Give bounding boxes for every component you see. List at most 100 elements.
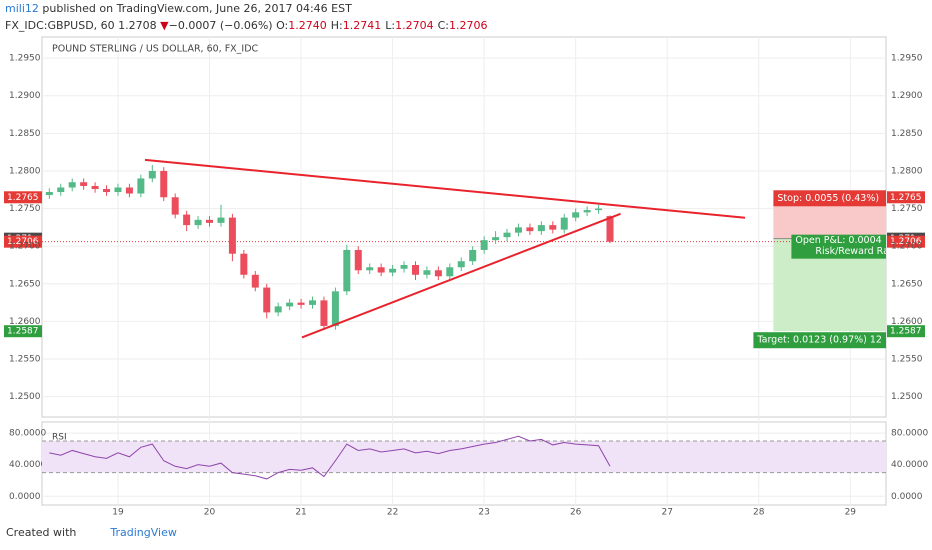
x-tick-label: 26 [570,508,582,518]
candle-body [148,170,156,179]
y-tick-label: 1.2950 [9,54,41,64]
ohlc-value: 1.2740 [288,19,327,32]
y-tick-label: 1.2900 [9,91,41,101]
candle-body [297,302,305,305]
y-tick-label: 1.2600 [891,317,923,327]
y-tick-label: 1.2750 [9,204,41,214]
candle-body [114,187,122,193]
price-label-box [887,325,925,338]
candle-body [583,210,591,213]
price-label-box [4,325,42,338]
user[interactable]: mili12 [5,2,39,15]
rr-label: Risk/Reward Ra [815,246,889,257]
trendline [301,212,621,339]
pnl-box [791,234,886,259]
x-tick-label: 28 [753,508,765,518]
price-label: 1.2706 [890,237,922,247]
published: published on TradingView.com, June 26, 2… [42,2,352,15]
y-tick-label: 1.2900 [891,91,923,101]
candle-body [354,249,362,271]
candle-body [343,249,351,292]
candle-body [80,182,88,186]
price-label: 1.2706 [7,237,39,247]
candle-body [125,187,133,194]
y-tick-label: 40.0000 [891,460,928,470]
x-tick-label: 23 [478,508,489,518]
publish-line: mili12 published on TradingView.com, Jun… [5,0,491,17]
candle-body [446,267,454,277]
y-tick-label: 80.0000 [9,429,46,439]
candle-body [160,170,168,198]
ohlc-label: H: [330,19,343,32]
candle-body [171,197,179,215]
candle-body [309,300,317,305]
y-tick-label: 1.2750 [891,204,923,214]
y-tick-label: 1.2650 [9,279,41,289]
y-tick-label: 1.2850 [891,129,923,139]
x-tick-label: 21 [295,508,306,518]
candle-body [286,302,294,307]
candle-body [240,253,248,275]
candle-body [469,249,477,262]
ohlc-label: L: [385,19,396,32]
pnl-label: Open P&L: 0.0004 [795,235,881,246]
candle-body [206,219,214,223]
rsi-title: RSI [52,433,67,443]
chart: Stop: 0.0055 (0.43%) Open P&L: 0.0004Risk… [4,36,928,518]
candle-body [251,274,259,288]
candle-body [183,214,191,226]
candle-body [537,225,545,232]
rsi-line [49,435,611,480]
last: 1.2708 [118,19,157,32]
candle-body [320,300,328,326]
candle-body [595,208,603,211]
grid [42,37,886,505]
candle-body [137,178,145,194]
x-tick-label: 22 [387,508,398,518]
main-pane [41,36,887,418]
change: −0.0007 (−0.06%) [168,19,273,32]
candle-body [457,261,465,268]
candle-body [228,217,236,254]
price-label-box [887,235,925,248]
candle-body [606,216,614,242]
ohlc-value: 1.2704 [395,19,434,32]
candle-body [526,227,534,232]
candle-body [194,219,202,226]
footer: Created with TradingView [6,526,177,539]
candle-body [549,225,557,230]
x-tick-label: 19 [112,508,124,518]
y-tick-label: 1.2500 [9,392,41,402]
candle-body [480,240,488,250]
y-tick-label: 1.2950 [891,54,923,64]
candle-body [377,267,385,273]
header: mili12 published on TradingView.com, Jun… [5,0,491,34]
price-label-box [4,191,42,204]
y-tick-label: 0.0000 [9,492,41,502]
candle-body [400,265,408,269]
arrow: ▼ [160,19,169,32]
y-tick-label: 1.2600 [9,317,41,327]
rsi-band [42,440,886,473]
candle-body [45,192,53,196]
brand[interactable]: TradingView [110,526,177,539]
price-label-box [887,191,925,204]
quote-line: FX_IDC:GBPUSD, 60 1.2708 ▼−0.0007 (−0.06… [5,17,491,34]
candle-body [411,265,419,275]
overlay: 1.27651.27651.2711.2711.27061.27061.2587… [4,191,925,338]
ohlc-label: C: [437,19,449,32]
candle-body [331,291,339,326]
y-tick-label: 1.2700 [891,242,923,252]
x-tick-label: 20 [204,508,216,518]
candle-body [103,189,111,193]
candle-body [91,185,99,189]
candle-body [492,237,500,241]
y-tick-label: 1.2800 [891,166,923,176]
ohlc: O:1.2740 H:1.2741 L:1.2704 C:1.2706 [276,19,491,32]
y-tick-label: 1.2550 [891,355,923,365]
ohlc-value: 1.2706 [448,19,488,32]
target-label: Target: 0.0123 (0.97%) 12 [756,335,882,346]
chart-title: POUND STERLING / US DOLLAR, 60, FX_IDC [52,44,259,55]
y-tick-label: 1.2700 [9,242,41,252]
